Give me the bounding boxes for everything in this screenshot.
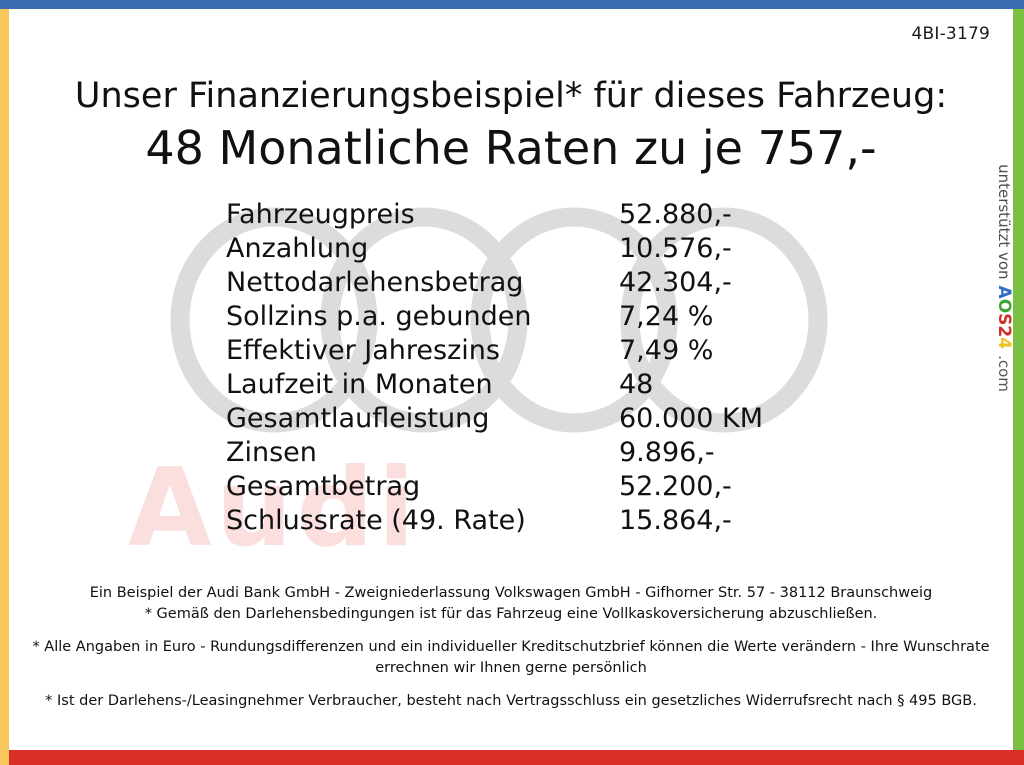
credit-label: unterstützt von xyxy=(995,164,1013,280)
row-label: Laufzeit in Monaten xyxy=(226,369,493,400)
footer-spacer xyxy=(9,625,1013,637)
footer-line-insurance: * Gemäß den Darlehensbedingungen ist für… xyxy=(144,606,878,622)
page-title-block: Unser Finanzierungsbeispiel* für dieses … xyxy=(9,76,1013,176)
table-row: Gesamtlaufleistung 60.000 KM xyxy=(226,402,763,436)
table-row: Schlussrate (49. Rate) 15.864,- xyxy=(226,504,763,538)
aos24-logo[interactable]: AOS24 xyxy=(994,286,1014,350)
table-row: Sollzins p.a. gebunden 7,24 % xyxy=(226,300,763,334)
credit-inner: unterstützt von AOS24 .com xyxy=(994,164,1014,392)
page-title-subline: Unser Finanzierungsbeispiel* für dieses … xyxy=(74,76,948,116)
table-row: Laufzeit in Monaten 48 xyxy=(226,368,763,402)
footer-line-withdrawal: * Ist der Darlehens-/Leasingnehmer Verbr… xyxy=(45,693,977,709)
row-value: 15.864,- xyxy=(619,505,732,536)
row-label: Nettodarlehensbetrag xyxy=(226,267,524,298)
page-title-main: 48 Monatliche Raten zu je 757,- xyxy=(145,120,877,175)
row-value: 60.000 KM xyxy=(619,403,764,434)
row-value: 9.896,- xyxy=(619,437,715,468)
row-value: 48 xyxy=(619,369,654,400)
row-value: 52.880,- xyxy=(619,199,732,230)
table-row: Nettodarlehensbetrag 42.304,- xyxy=(226,266,763,300)
bottom-red-bar xyxy=(9,750,1024,765)
finance-details-table: Fahrzeugpreis 52.880,- Anzahlung 10.576,… xyxy=(226,198,763,538)
row-label: Anzahlung xyxy=(226,233,369,264)
row-label: Schlussrate (49. Rate) xyxy=(226,505,526,536)
logo-digit-2: 2 xyxy=(994,325,1014,338)
vehicle-code: 4BI-3179 xyxy=(911,24,990,44)
row-label: Sollzins p.a. gebunden xyxy=(226,301,532,332)
table-row: Fahrzeugpreis 52.880,- xyxy=(226,198,763,232)
row-value: 10.576,- xyxy=(619,233,732,264)
top-blue-bar xyxy=(0,0,1024,9)
row-label: Zinsen xyxy=(226,437,317,468)
table-row: Gesamtbetrag 52.200,- xyxy=(226,470,763,504)
row-value: 42.304,- xyxy=(619,267,732,298)
table-row: Effektiver Jahreszins 7,49 % xyxy=(226,334,763,368)
left-yellow-bar xyxy=(0,9,9,765)
row-label: Fahrzeugpreis xyxy=(226,199,415,230)
row-label: Gesamtlaufleistung xyxy=(226,403,490,434)
finance-table-body: Fahrzeugpreis 52.880,- Anzahlung 10.576,… xyxy=(226,198,763,538)
row-value: 7,24 % xyxy=(619,301,714,332)
logo-letter-a: A xyxy=(994,285,1014,299)
credit-tld: .com xyxy=(995,355,1013,392)
logo-letter-o: O xyxy=(994,298,1014,314)
row-label: Effektiver Jahreszins xyxy=(226,335,500,366)
logo-letter-s: S xyxy=(994,313,1014,326)
logo-digit-4: 4 xyxy=(994,337,1014,350)
row-value: 7,49 % xyxy=(619,335,714,366)
footer-spacer xyxy=(9,679,1013,691)
right-green-bar xyxy=(1013,9,1024,750)
row-value: 52.200,- xyxy=(619,471,732,502)
footer-line-bank: Ein Beispiel der Audi Bank GmbH - Zweign… xyxy=(89,585,933,601)
table-row: Anzahlung 10.576,- xyxy=(226,232,763,266)
footer-legal-block: Ein Beispiel der Audi Bank GmbH - Zweign… xyxy=(9,583,1013,712)
table-row: Zinsen 9.896,- xyxy=(226,436,763,470)
footer-line-euro: * Alle Angaben in Euro - Rundungsdiffere… xyxy=(32,639,990,676)
row-label: Gesamtbetrag xyxy=(226,471,421,502)
